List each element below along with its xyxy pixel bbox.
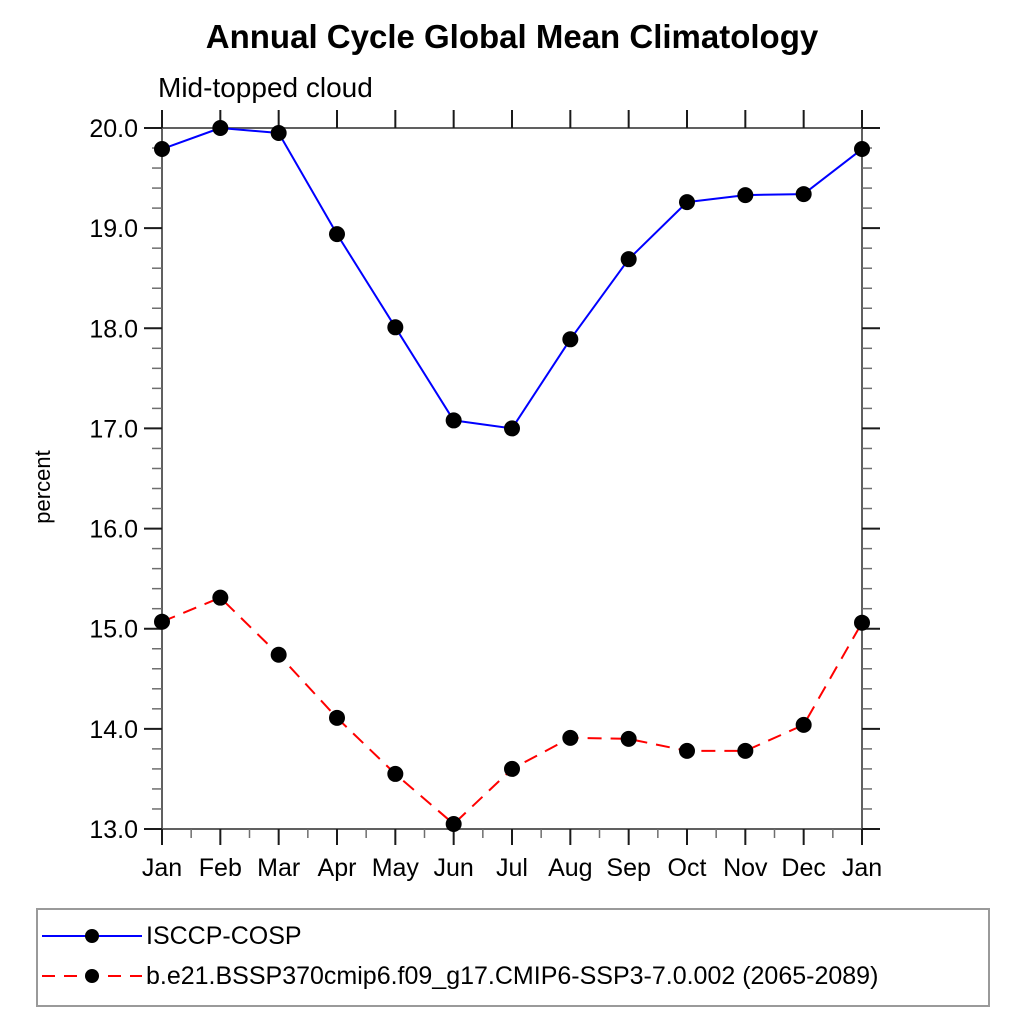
series-marker-0	[329, 226, 345, 243]
y-tick-label: 20.0	[89, 115, 138, 143]
series-marker-0	[620, 251, 637, 268]
x-tick-label: Feb	[199, 854, 242, 882]
y-tick-label: 19.0	[89, 215, 138, 243]
x-tick-label: Jul	[496, 854, 528, 882]
y-tick-label: 14.0	[89, 716, 138, 744]
series-marker-0	[387, 319, 404, 336]
x-tick-label: Sep	[606, 854, 650, 882]
y-tick-label: 18.0	[89, 315, 138, 343]
series-marker-0	[737, 187, 754, 204]
series-marker-0	[854, 141, 870, 158]
series-marker-0	[795, 186, 812, 203]
x-tick-label: Dec	[781, 854, 825, 882]
series-marker-0	[270, 125, 287, 142]
series-marker-0	[154, 141, 170, 158]
legend-item: ISCCP-COSP	[38, 916, 988, 956]
y-tick-label: 15.0	[89, 616, 138, 644]
legend-series-label: b.e21.BSSP370cmip6.f09_g17.CMIP6-SSP3-7.…	[146, 961, 879, 990]
series-marker-1	[329, 709, 345, 726]
chart-title: Annual Cycle Global Mean Climatology	[205, 18, 819, 55]
x-tick-label: Jan	[142, 854, 182, 882]
series-marker-1	[154, 613, 170, 630]
x-tick-label: Jun	[434, 854, 474, 882]
x-tick-label: Apr	[318, 854, 357, 882]
series-marker-1	[679, 742, 695, 759]
series-line-0	[161, 127, 863, 430]
series-marker-1	[270, 646, 287, 663]
series-marker-1	[504, 760, 520, 777]
legend-marker-icon	[85, 969, 99, 983]
series-marker-1	[562, 729, 579, 746]
x-tick-label: Jan	[842, 854, 882, 882]
series-marker-1	[737, 742, 754, 759]
series-marker-1	[212, 589, 229, 606]
legend-item: b.e21.BSSP370cmip6.f09_g17.CMIP6-SSP3-7.…	[38, 956, 988, 996]
legend-line-sample	[42, 969, 142, 983]
series-marker-0	[212, 120, 229, 136]
y-tick-label: 13.0	[89, 816, 138, 844]
x-tick-label: May	[372, 854, 420, 882]
series-marker-1	[387, 765, 404, 782]
series-marker-1	[795, 716, 812, 733]
legend-series-label: ISCCP-COSP	[146, 921, 302, 950]
legend: ISCCP-COSP b.e21.BSSP370cmip6.f09_g17.CMI…	[36, 908, 990, 1007]
series-marker-0	[562, 331, 579, 348]
x-tick-label: Aug	[548, 854, 592, 882]
legend-marker-icon	[85, 929, 99, 943]
series-marker-0	[504, 420, 520, 437]
series-marker-1	[445, 815, 462, 832]
y-tick-label: 17.0	[89, 415, 138, 443]
x-tick-label: Nov	[723, 854, 768, 882]
x-tick-label: Oct	[668, 854, 707, 882]
chart-subtitle: Mid-topped cloud	[158, 72, 373, 103]
series-line-1	[161, 596, 863, 825]
series-marker-0	[445, 412, 462, 429]
series-marker-1	[620, 730, 637, 747]
series-marker-1	[854, 614, 870, 631]
x-tick-label: Mar	[257, 854, 300, 882]
legend-line-sample	[42, 929, 142, 943]
series-marker-0	[679, 194, 695, 211]
y-tick-label: 16.0	[89, 516, 138, 544]
